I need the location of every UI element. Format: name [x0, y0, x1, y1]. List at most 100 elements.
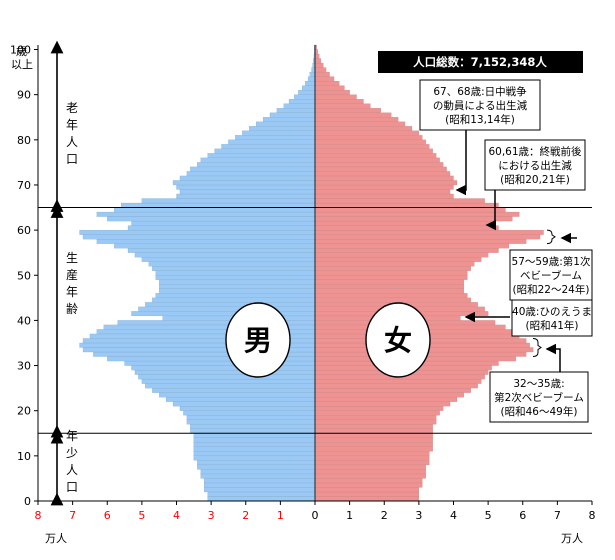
- female-bar: [314, 130, 419, 136]
- male-bar: [204, 487, 316, 493]
- female-bar: [314, 144, 430, 149]
- female-bar: [314, 266, 471, 271]
- female-bar: [314, 99, 364, 104]
- male-bar: [179, 175, 316, 181]
- male-bar: [242, 130, 316, 136]
- female-bar: [314, 252, 489, 258]
- x-tick-label: 5: [485, 509, 492, 522]
- female-bar: [314, 90, 350, 95]
- female-bar: [314, 148, 433, 154]
- male-bar: [179, 406, 316, 411]
- male-bar: [159, 288, 316, 294]
- total-population-box: [378, 51, 583, 73]
- male-bar: [124, 360, 316, 366]
- y-top-label: 以上: [11, 58, 33, 71]
- male-bar: [155, 270, 316, 276]
- male-bar: [311, 67, 316, 73]
- x-tick-label: 1: [346, 509, 353, 522]
- annotation-text: 第2次ベビーブーム: [494, 391, 584, 404]
- female-bar: [314, 487, 419, 493]
- x-tick-label: 4: [450, 509, 457, 522]
- age-group-label: 年: [66, 429, 78, 443]
- male-bar: [302, 85, 316, 91]
- male-bar: [204, 482, 316, 488]
- male-bar: [186, 419, 316, 425]
- male-bar: [294, 94, 316, 100]
- annotations: 人口総数：7,152,348人 67、68歳:日中戦争の動員による出生減(昭和13…: [378, 51, 593, 423]
- y-tick-label: 90: [17, 89, 31, 102]
- range-brace: [532, 337, 542, 358]
- female-bar: [314, 108, 381, 113]
- age-group-label: 年: [66, 285, 78, 299]
- x-tick-label: 5: [138, 509, 145, 522]
- female-bar: [314, 378, 482, 384]
- female-bar: [314, 279, 465, 285]
- male-bar: [307, 76, 316, 82]
- female-bar: [314, 248, 499, 253]
- male-bar: [190, 424, 316, 429]
- female-bar: [314, 234, 541, 240]
- male-bar: [165, 397, 316, 402]
- age-group-label: 老: [66, 101, 78, 115]
- male-bar: [262, 117, 316, 122]
- male-bar: [141, 257, 316, 262]
- male-bar: [207, 491, 316, 497]
- female-bar: [314, 189, 451, 195]
- female-bar: [314, 171, 451, 177]
- female-bar: [314, 216, 513, 222]
- annotation-text: の動員による出生減: [433, 99, 528, 112]
- male-bar: [176, 184, 316, 190]
- male-bar: [138, 306, 316, 312]
- age-group-label: 口: [66, 152, 78, 166]
- y-tick-label: 70: [17, 179, 31, 192]
- annotation-text: ベビーブーム: [520, 269, 582, 282]
- female-bar: [314, 162, 444, 168]
- male-bar: [79, 229, 316, 235]
- age-group-label: 人: [66, 463, 78, 477]
- annotation-box: [489, 371, 589, 423]
- female-bar: [314, 112, 392, 118]
- male-bar: [159, 392, 316, 398]
- female-label: 女: [384, 324, 412, 357]
- female-bar: [314, 473, 426, 479]
- annotation-text: (昭和46～49年): [501, 405, 578, 418]
- male-bar: [131, 220, 316, 226]
- male-bar: [141, 198, 316, 204]
- y-top-label: 歳: [16, 45, 27, 58]
- female-bar: [314, 184, 454, 190]
- female-bar: [314, 80, 340, 86]
- male-bar: [96, 239, 316, 244]
- y-tick-label: 30: [17, 360, 31, 373]
- male-bar: [207, 496, 316, 502]
- male-bar: [114, 207, 316, 213]
- male-bar: [197, 464, 316, 470]
- female-bar: [314, 67, 327, 73]
- female-bar: [314, 451, 430, 456]
- female-bar: [314, 275, 468, 280]
- male-bar: [172, 180, 316, 186]
- male-bar: [186, 171, 316, 177]
- male-bar: [183, 410, 316, 416]
- female-bar: [314, 166, 447, 172]
- female-bar: [314, 243, 510, 249]
- male-bar: [148, 261, 316, 267]
- male-bar: [256, 121, 316, 127]
- female-bar: [314, 496, 419, 502]
- x-tick-label: 6: [104, 509, 111, 522]
- male-bar: [131, 365, 316, 371]
- female-bar: [314, 491, 419, 497]
- male-bar: [179, 189, 316, 195]
- female-bar: [314, 482, 423, 488]
- female-bar: [314, 153, 437, 158]
- y-tick-label: 60: [17, 224, 31, 237]
- age-group-label: 生: [66, 251, 78, 265]
- male-bar: [298, 90, 316, 95]
- female-bar: [314, 229, 544, 235]
- x-unit-left: 万人: [45, 532, 67, 545]
- y-tick-label: 20: [17, 405, 31, 418]
- female-bar: [314, 424, 433, 429]
- x-tick-label: 7: [69, 509, 76, 522]
- female-bar: [314, 455, 430, 461]
- female-bar: [314, 428, 433, 434]
